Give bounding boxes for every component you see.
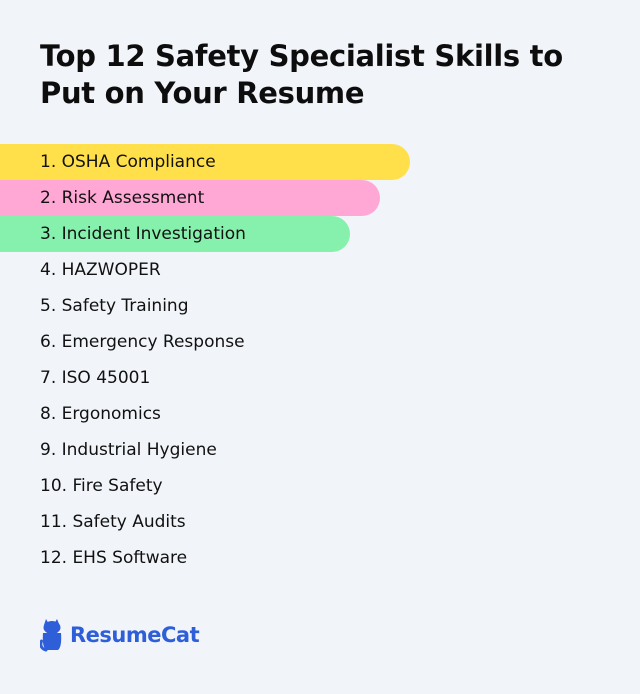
skill-item-fire-safety: 10. Fire Safety [40, 476, 163, 496]
skill-item-risk-assessment: 2. Risk Assessment [0, 180, 380, 216]
cat-icon [40, 619, 62, 652]
skill-item-ehs-software: 12. EHS Software [40, 548, 188, 568]
skill-item-emergency-response: 6. Emergency Response [40, 332, 245, 352]
skill-item-iso-45001: 7. ISO 45001 [40, 368, 151, 388]
page-title: Top 12 Safety Specialist Skills to Put o… [40, 39, 563, 110]
logo-text: ResumeCat [70, 623, 200, 647]
skill-item-ergonomics: 8. Ergonomics [40, 404, 161, 424]
skill-item-incident-investigation: 3. Incident Investigation [0, 216, 350, 252]
skills-list: 1. OSHA Compliance 2. Risk Assessment 3.… [0, 144, 640, 576]
skill-item-hazwoper: 4. HAZWOPER [40, 260, 161, 280]
skill-item-osha-compliance: 1. OSHA Compliance [0, 144, 410, 180]
resumecat-logo[interactable]: ResumeCat [40, 616, 200, 654]
skill-item-industrial-hygiene: 9. Industrial Hygiene [40, 440, 217, 460]
skill-item-safety-audits: 11. Safety Audits [40, 512, 186, 532]
skill-item-safety-training: 5. Safety Training [40, 296, 189, 316]
